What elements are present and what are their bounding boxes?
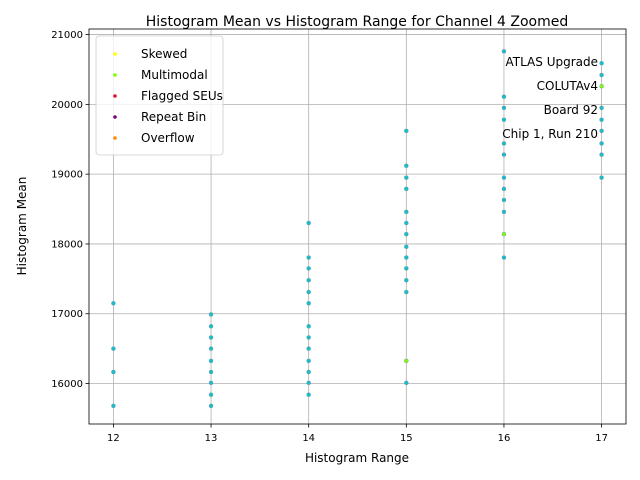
legend-marker bbox=[113, 94, 117, 98]
legend-marker bbox=[113, 115, 117, 119]
data-point bbox=[306, 392, 311, 397]
data-point bbox=[404, 163, 409, 169]
data-point bbox=[501, 49, 507, 54]
legend-label: Flagged SEUs bbox=[141, 89, 223, 103]
data-point bbox=[306, 301, 311, 306]
data-point bbox=[404, 231, 409, 237]
y-axis-ticks: 16000 17000 18000 19000 20000 21000 bbox=[51, 30, 89, 390]
data-point bbox=[599, 117, 604, 122]
data-point bbox=[404, 128, 409, 134]
data-point bbox=[111, 301, 116, 306]
legend-label: Skewed bbox=[141, 47, 187, 61]
data-point bbox=[208, 346, 214, 351]
data-point bbox=[404, 209, 409, 215]
data-point bbox=[501, 152, 507, 157]
chart-title: Histogram Mean vs Histogram Range for Ch… bbox=[146, 14, 568, 30]
annotation-line: ATLAS Upgrade bbox=[505, 55, 598, 69]
data-point bbox=[208, 369, 214, 375]
data-point bbox=[111, 403, 116, 409]
data-point bbox=[501, 255, 507, 260]
data-point bbox=[501, 105, 507, 111]
data-point bbox=[501, 197, 507, 203]
data-point bbox=[404, 266, 409, 271]
x-tick-label: 12 bbox=[107, 433, 120, 444]
data-point bbox=[599, 128, 604, 134]
data-point bbox=[404, 175, 409, 180]
legend-label: Multimodal bbox=[141, 68, 208, 82]
y-tick-label: 20000 bbox=[51, 100, 83, 111]
data-point bbox=[501, 186, 507, 192]
legend-marker bbox=[113, 52, 117, 56]
x-tick-label: 17 bbox=[595, 433, 608, 444]
data-point bbox=[599, 175, 604, 180]
grid-lines bbox=[89, 29, 626, 424]
data-point bbox=[404, 358, 409, 364]
data-point bbox=[306, 324, 311, 329]
data-point bbox=[208, 380, 214, 386]
legend-marker bbox=[113, 136, 117, 140]
data-point bbox=[306, 335, 311, 340]
data-point bbox=[501, 209, 507, 215]
data-point bbox=[306, 380, 311, 386]
data-point bbox=[501, 175, 507, 180]
data-point bbox=[404, 244, 409, 249]
data-point bbox=[208, 324, 214, 329]
data-point bbox=[306, 266, 311, 271]
data-point bbox=[404, 289, 409, 295]
data-point bbox=[599, 152, 604, 157]
data-point bbox=[208, 312, 214, 317]
data-point bbox=[599, 141, 604, 146]
y-tick-label: 17000 bbox=[51, 309, 83, 320]
x-tick-label: 13 bbox=[205, 433, 218, 444]
data-point bbox=[501, 231, 507, 237]
data-point bbox=[501, 117, 507, 122]
data-point bbox=[111, 369, 116, 375]
legend-box bbox=[95, 35, 224, 156]
data-point bbox=[208, 403, 214, 409]
data-point bbox=[599, 60, 604, 66]
data-point bbox=[208, 358, 214, 364]
y-tick-label: 21000 bbox=[51, 30, 83, 41]
x-tick-label: 16 bbox=[498, 433, 511, 444]
data-point bbox=[599, 72, 604, 78]
x-axis-ticks: 12 13 14 15 16 17 bbox=[107, 424, 608, 444]
data-point bbox=[306, 369, 311, 375]
y-tick-label: 16000 bbox=[51, 379, 83, 390]
data-point bbox=[306, 277, 311, 283]
data-point bbox=[404, 220, 409, 226]
data-point bbox=[501, 94, 507, 99]
data-point bbox=[208, 392, 214, 397]
legend-label: Overflow bbox=[141, 131, 195, 145]
data-point bbox=[111, 346, 116, 351]
data-point bbox=[599, 83, 604, 89]
data-point bbox=[404, 380, 409, 386]
data-points bbox=[111, 49, 604, 409]
data-point bbox=[208, 335, 214, 340]
data-point bbox=[599, 105, 604, 111]
y-tick-label: 18000 bbox=[51, 239, 83, 250]
annotation-line: Board 92 bbox=[544, 103, 598, 117]
x-tick-label: 15 bbox=[400, 433, 413, 444]
data-point bbox=[404, 186, 409, 192]
data-point bbox=[404, 277, 409, 283]
y-tick-label: 19000 bbox=[51, 170, 83, 181]
data-point bbox=[306, 220, 311, 226]
legend-label: Repeat Bin bbox=[141, 110, 206, 124]
chart-annotation: ATLAS Upgrade COLUTAv4 Board 92 Chip 1, Run… bbox=[502, 55, 598, 141]
legend-marker bbox=[113, 73, 117, 77]
annotation-line: COLUTAv4 bbox=[537, 79, 598, 93]
data-point bbox=[404, 255, 409, 260]
data-point bbox=[306, 289, 311, 295]
data-point bbox=[306, 346, 311, 351]
data-point bbox=[306, 358, 311, 364]
x-tick-label: 14 bbox=[302, 433, 315, 444]
data-point bbox=[501, 141, 507, 146]
y-axis-label: Histogram Mean bbox=[15, 177, 29, 276]
plot-frame bbox=[88, 28, 627, 425]
x-axis-label: Histogram Range bbox=[305, 451, 409, 465]
legend: Skewed Multimodal Flagged SEUs Repeat Bin Ov… bbox=[95, 35, 224, 156]
annotation-line: Chip 1, Run 210 bbox=[502, 127, 598, 141]
data-point bbox=[306, 255, 311, 260]
